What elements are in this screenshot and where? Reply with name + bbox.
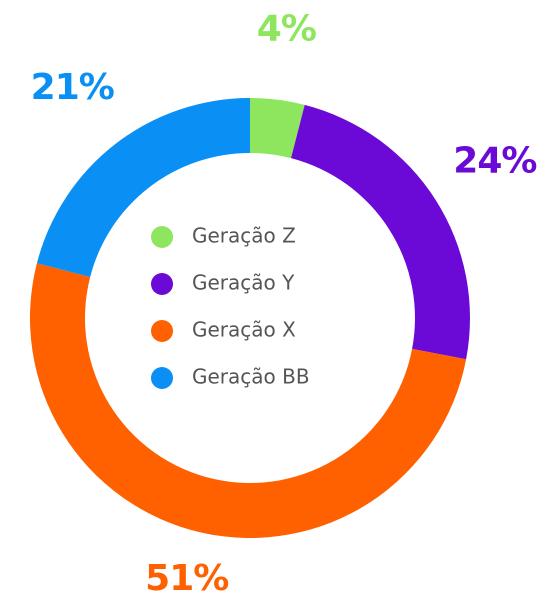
data-label: 4%	[257, 8, 316, 49]
legend-label: Geração Y	[192, 271, 295, 295]
donut-segment	[291, 104, 470, 360]
legend-marker	[151, 273, 173, 295]
donut-segment	[29, 263, 467, 539]
donut-segment	[36, 98, 250, 277]
legend-label: Geração Z	[192, 224, 296, 248]
donut-segment	[250, 98, 305, 159]
legend-label: Geração BB	[192, 365, 310, 389]
legend-marker	[151, 320, 173, 342]
legend-label: Geração X	[192, 318, 296, 342]
legend-marker	[151, 226, 173, 248]
data-label: 24%	[453, 141, 536, 182]
data-label: 21%	[31, 67, 114, 108]
legend-marker	[151, 367, 173, 389]
data-label: 51%	[145, 558, 228, 599]
